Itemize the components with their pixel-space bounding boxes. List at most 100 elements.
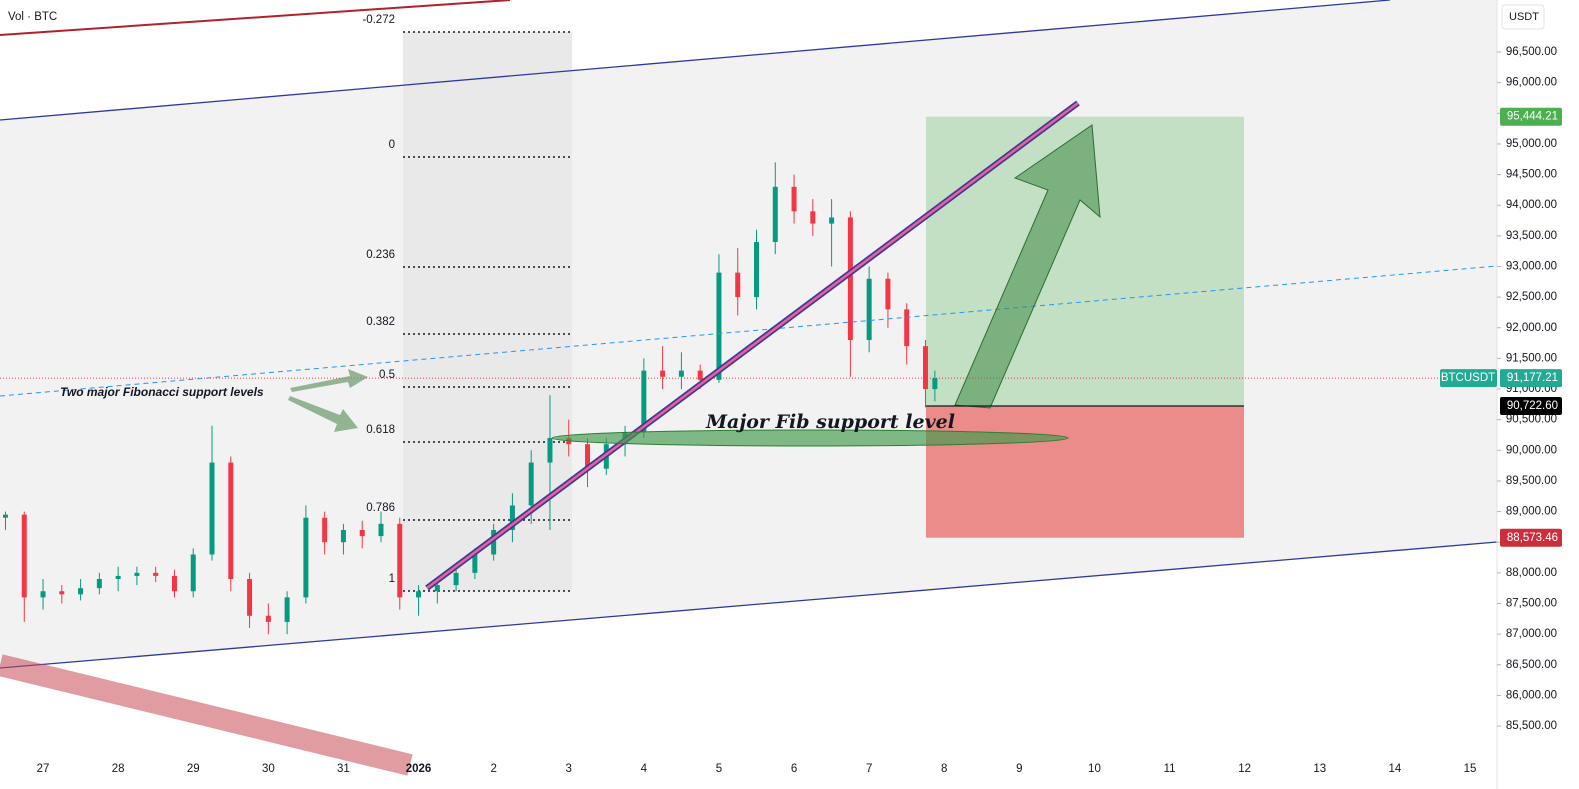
x-tick-label: 15 [1464, 763, 1477, 775]
fib-label: 0 [389, 139, 395, 151]
y-tick-label: 94,000.00 [1506, 199, 1557, 211]
candle-body [866, 278, 872, 341]
stop-tag-bg [1500, 528, 1562, 547]
x-tick-label: 11 [1164, 763, 1176, 775]
x-tick-label: 10 [1088, 763, 1101, 775]
y-tick-label: 89,500.00 [1506, 475, 1557, 487]
x-tick-label: 2026 [406, 763, 432, 775]
candle-body [697, 370, 703, 380]
candle-body [78, 588, 84, 595]
candle-body [491, 529, 497, 555]
overlays: Two major Fibonacci support levels Major… [0, 0, 1498, 776]
symbol-tag-bg [1440, 369, 1497, 388]
y-tick-label: 93,000.00 [1506, 261, 1557, 273]
currency-box [1501, 4, 1545, 30]
annotation: Major Fib support level [705, 411, 955, 433]
arrow-left-1 [290, 369, 368, 392]
candle-body [359, 529, 365, 537]
candle-body [678, 370, 684, 377]
stop-zone [926, 406, 1244, 538]
candle-body [585, 444, 591, 469]
candle-body [134, 572, 140, 576]
channel-bottom [0, 541, 1498, 669]
candle-body [847, 217, 853, 341]
entry-tag: 90,722.60 [1507, 400, 1558, 412]
x-tick-label: 13 [1313, 763, 1326, 775]
x-tick-label: 27 [37, 763, 50, 775]
channel-mid [0, 265, 1498, 397]
entry-tag-bg [1500, 397, 1562, 416]
candle-body [284, 597, 290, 622]
candle-body [378, 523, 384, 537]
candle-body [810, 211, 816, 224]
y-tick-label: 85,500.00 [1506, 720, 1557, 732]
candle-body [59, 591, 65, 595]
candle-body [153, 572, 159, 576]
x-tick-label: 14 [1388, 763, 1401, 775]
symbol-tag: BTCUSDT [1441, 372, 1495, 384]
x-tick-label: 8 [941, 763, 947, 775]
candle-body [434, 585, 440, 592]
red-line [0, 0, 511, 36]
y-tick-label: 90,000.00 [1506, 444, 1557, 456]
fib-label: 0.236 [366, 249, 395, 261]
candle-body [265, 615, 271, 622]
x-tick-label: 28 [112, 763, 125, 775]
y-tick-label: 88,000.00 [1506, 567, 1557, 579]
candle-body [416, 591, 422, 598]
candle-body [829, 217, 835, 224]
candle-body [904, 309, 910, 347]
candle-body [885, 278, 891, 310]
candle-body [791, 186, 797, 212]
candle-body [171, 575, 177, 592]
candle-body [509, 505, 515, 530]
trendline-inner [426, 101, 1079, 590]
fib-zone [403, 32, 572, 591]
stop-tag: 88,573.46 [1507, 532, 1558, 544]
y-tick-label: 86,000.00 [1506, 689, 1557, 701]
x-tick-label: 30 [262, 763, 275, 775]
candle-body [932, 378, 938, 390]
candle-body [660, 370, 666, 377]
candle-body [40, 591, 46, 598]
x-tick-label: 12 [1238, 763, 1251, 775]
y-tick-label: 96,500.00 [1506, 46, 1557, 58]
series-title: Vol · BTC [8, 11, 57, 23]
target-tag-bg [1500, 107, 1562, 126]
y-tick-label: 90,500.00 [1506, 414, 1557, 426]
x-tick-label: 31 [337, 763, 350, 775]
channel-top [0, 0, 1391, 121]
target-tag: 95,444.21 [1507, 111, 1558, 123]
x-tick-label: 29 [187, 763, 200, 775]
candle-body [96, 578, 102, 589]
annotation: Two major Fibonacci support levels [60, 385, 264, 399]
y-tick-label: 92,000.00 [1506, 322, 1557, 334]
support-ellipse [551, 429, 1069, 447]
axis-bg [1497, 0, 1579, 789]
candle-body [21, 514, 27, 598]
y-tick-label: 87,000.00 [1506, 628, 1557, 640]
last-price-tag-bg [1500, 369, 1562, 388]
fib-label: 0.5 [379, 369, 395, 381]
candle-body [340, 529, 346, 543]
candle-body [209, 462, 215, 555]
candle-body [716, 272, 722, 380]
candle-body [397, 523, 403, 598]
last-price-tag: 91,177.21 [1507, 372, 1558, 384]
x-tick-label: 7 [866, 763, 872, 775]
fib-label: 1 [389, 573, 395, 585]
candle-body [247, 578, 253, 616]
candle-body [922, 346, 928, 390]
candle-body [547, 438, 553, 463]
fib-label: 0.786 [366, 502, 395, 514]
candle-body [228, 462, 234, 579]
x-tick-label: 4 [641, 763, 648, 775]
red-band [0, 654, 413, 776]
y-tick-label: 92,500.00 [1506, 291, 1557, 303]
y-tick-label: 96,000.00 [1506, 77, 1557, 89]
x-tick-label: 5 [716, 763, 722, 775]
y-tick-label: 86,500.00 [1506, 659, 1557, 671]
x-tick-label: 3 [566, 763, 572, 775]
candle-body [190, 554, 196, 592]
